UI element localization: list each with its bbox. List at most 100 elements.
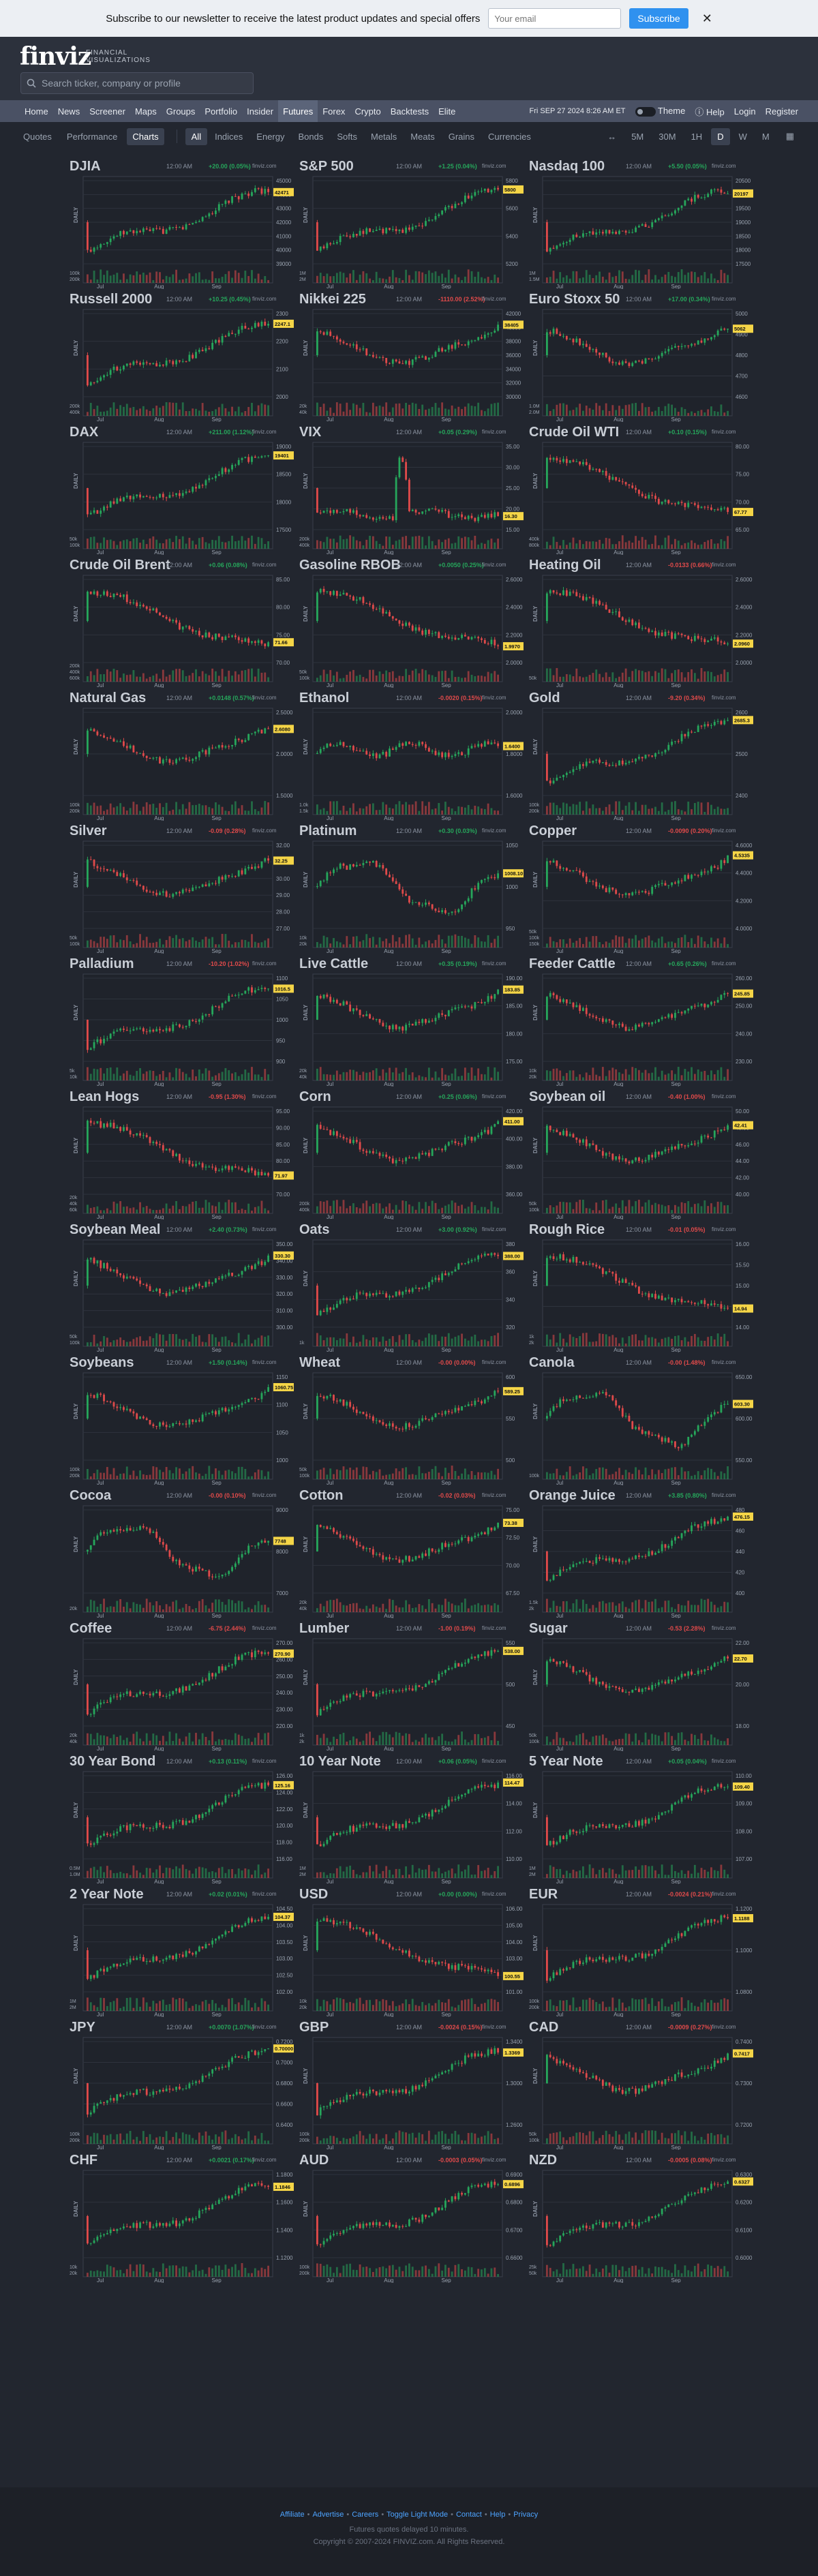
instrument-name[interactable]: VIX [299,425,322,440]
timeframe-30m[interactable]: 30M [658,131,676,142]
search-input[interactable]: Search ticker, company or profile [42,78,181,89]
chart-card-platinum[interactable]: Platinum 12:00 AM +0.30 (0.03%) finviz.com 1… [298,821,525,954]
login-link[interactable]: Login [733,106,756,117]
chart-card-lean-hogs[interactable]: Lean Hogs 12:00 AM -0.95 (1.30%) finviz.com… [68,1087,295,1219]
chart-card-copper[interactable]: Copper 12:00 AM -0.0090 (0.20%) finviz.com 4… [528,821,755,954]
chart-card-euro-stoxx-50[interactable]: Euro Stoxx 50 12:00 AM +17.00 (0.34%) finvi… [528,289,755,422]
tab-performance[interactable]: Performance [66,131,118,142]
nav-item-news[interactable]: News [57,106,80,117]
timeframe-5m[interactable]: 5M [631,131,644,142]
close-banner-icon[interactable]: ✕ [701,11,712,25]
filter-meats[interactable]: Meats [410,131,435,142]
chart-card-crude-oil-brent[interactable]: Crude Oil Brent 12:00 AM +0.06 (0.08%) finv… [68,555,295,688]
instrument-name[interactable]: Live Cattle [299,956,369,971]
instrument-name[interactable]: Crude Oil Brent [70,558,170,573]
candlestick-chart[interactable]: 420.00400.00380.00360.00400k200kDAILYJul… [298,1097,525,1219]
timeframe-d[interactable]: D [711,127,730,145]
candlestick-chart[interactable]: 4200040000380003600034000320003000040k20… [298,300,525,422]
instrument-name[interactable]: Nasdaq 100 [529,159,605,174]
instrument-name[interactable]: Lean Hogs [70,1089,140,1104]
tab-quotes[interactable]: Quotes [23,131,52,142]
tab-charts[interactable]: Charts [127,127,164,145]
chart-card-crude-oil-wti[interactable]: Crude Oil WTI 12:00 AM +0.10 (0.15%) finviz… [528,422,755,555]
filter-bonds[interactable]: Bonds [298,131,324,142]
candlestick-chart[interactable]: 4.60004.40004.20004.0000150k100k50kDAILY… [528,832,755,954]
chart-card-s-p-500[interactable]: S&P 500 12:00 AM +1.25 (0.04%) finviz.com 58… [298,156,525,289]
instrument-name[interactable]: Palladium [70,956,134,971]
chart-card-gasoline-rbob[interactable]: Gasoline RBOB 12:00 AM +0.0050 (0.25%) finv… [298,555,525,688]
nav-item-portfolio[interactable]: Portfolio [204,106,238,117]
finviz-logo[interactable]: finviz [20,42,91,71]
chart-card-silver[interactable]: Silver 12:00 AM -0.09 (0.28%) finviz.com 32.… [68,821,295,954]
instrument-name[interactable]: Platinum [299,823,357,838]
help-label[interactable]: Help [706,106,725,117]
chart-card-soybean-meal[interactable]: Soybean Meal 12:00 AM +2.40 (0.73%) finviz.… [68,1219,295,1352]
chart-card-natural-gas[interactable]: Natural Gas 12:00 AM +0.0148 (0.57%) finviz… [68,688,295,821]
theme-label[interactable]: Theme [657,106,686,117]
timeframe-1h[interactable]: 1H [691,131,703,142]
instrument-name[interactable]: Oats [299,1222,330,1237]
instrument-name[interactable]: Crude Oil WTI [529,425,620,440]
filter-energy[interactable]: Energy [256,131,285,142]
candlestick-chart[interactable]: 50.0048.0046.0044.0042.0040.00100k50kDAI… [528,1097,755,1219]
nav-item-elite[interactable]: Elite [438,106,456,117]
filter-all[interactable]: All [185,127,208,145]
instrument-name[interactable]: Copper [529,823,577,838]
chart-card-oats[interactable]: Oats 12:00 AM +3.00 (0.92%) finviz.com 380 36… [298,1219,525,1352]
calendar-icon[interactable]: ▦ [785,131,794,141]
instrument-name[interactable]: Gold [529,691,560,706]
nav-item-forex[interactable]: Forex [322,106,346,117]
nav-item-backtests[interactable]: Backtests [390,106,429,117]
toggle-switch-icon[interactable] [635,106,656,117]
instrument-name[interactable]: DAX [70,425,99,440]
instrument-name[interactable]: DJIA [70,159,101,174]
nav-item-groups[interactable]: Groups [166,106,196,117]
theme-toggle[interactable]: Theme [635,106,686,117]
chart-card-nikkei-225[interactable]: Nikkei 225 12:00 AM -1110.00 (2.52%) finviz… [298,289,525,422]
chart-card-palladium[interactable]: Palladium 12:00 AM -10.20 (1.02%) finviz.co… [68,954,295,1087]
subscribe-button[interactable]: Subscribe [629,8,688,29]
chart-card-djia[interactable]: DJIA 12:00 AM +20.00 (0.05%) finviz.com 4500… [68,156,295,289]
instrument-name[interactable]: Natural Gas [70,691,147,706]
chart-card-dax[interactable]: DAX 12:00 AM +211.00 (1.12%) finviz.com 1900… [68,422,295,555]
candlestick-chart[interactable]: 205002000019500190001850018000175001.5M1… [528,167,755,289]
instrument-name[interactable]: Russell 2000 [70,292,153,307]
instrument-name[interactable]: Ethanol [299,691,350,706]
chart-card-ethanol[interactable]: Ethanol 12:00 AM -0.0020 (0.15%) finviz.com… [298,688,525,821]
candlestick-chart[interactable]: 85.0080.0075.0070.00600k400k200kDAILYJul… [68,566,295,688]
candlestick-chart[interactable]: 35.0030.0025.0020.0015.00400k200kDAILYJu… [298,433,525,555]
instrument-name[interactable]: Silver [70,823,107,838]
instrument-name[interactable]: Nikkei 225 [299,292,366,307]
chart-card-feeder-cattle[interactable]: Feeder Cattle 12:00 AM +0.65 (0.26%) finviz… [528,954,755,1087]
timeframe-auto[interactable]: ↔ [607,131,617,142]
chart-card-corn[interactable]: Corn 12:00 AM +0.25 (0.06%) finviz.com 420.0… [298,1087,525,1219]
instrument-name[interactable]: Feeder Cattle [529,956,616,971]
help-link[interactable]: ⓘ Help [695,105,724,118]
filter-indices[interactable]: Indices [215,131,243,142]
nav-item-home[interactable]: Home [25,106,48,117]
register-link[interactable]: Register [765,106,798,117]
timeframe-w[interactable]: W [738,131,747,142]
instrument-name[interactable]: Corn [299,1089,331,1104]
email-input[interactable] [488,8,622,29]
filter-metals[interactable]: Metals [371,131,397,142]
instrument-name[interactable]: Heating Oil [529,558,601,573]
chart-card-vix[interactable]: VIX 12:00 AM +0.05 (0.29%) finviz.com 35.00 3… [298,422,525,555]
nav-item-maps[interactable]: Maps [134,106,157,117]
nav-item-futures[interactable]: Futures [278,100,318,122]
candlestick-chart[interactable]: 45000440004300042000410004000039000200k1… [68,167,295,289]
nav-item-insider[interactable]: Insider [247,106,274,117]
instrument-name[interactable]: Euro Stoxx 50 [529,292,620,307]
search-box[interactable]: Search ticker, company or profile [20,72,254,94]
